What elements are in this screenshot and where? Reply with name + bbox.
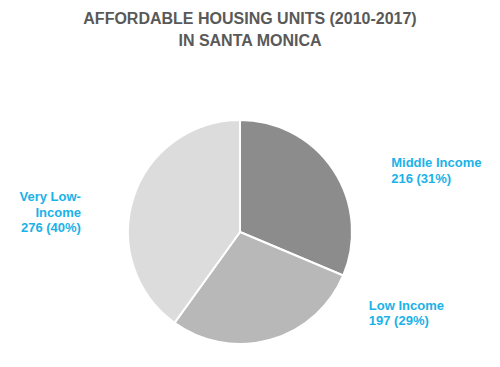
slice-label: Very Low-Income xyxy=(20,188,81,219)
slice-value-label: 216 (31%) xyxy=(391,171,451,186)
pie xyxy=(128,120,352,344)
labels: Middle Income216 (31%) Low Income197 (29%… xyxy=(20,155,482,328)
slice-value-label: 276 (40%) xyxy=(21,220,81,235)
title: AFFORDABLE HOUSING UNITS (2010-2017) xyxy=(83,10,416,27)
chart-container: AFFORDABLE HOUSING UNITS (2010-2017) IN S… xyxy=(0,0,500,367)
chart: AFFORDABLE HOUSING UNITS (2010-2017) IN S… xyxy=(0,0,500,367)
slice-label: Middle Income xyxy=(391,155,481,170)
slice-label: Low Income xyxy=(369,297,444,312)
subtitle: IN SANTA MONICA xyxy=(178,32,322,49)
slice-value-label: 197 (29%) xyxy=(369,313,429,328)
pie-slice xyxy=(128,120,240,323)
